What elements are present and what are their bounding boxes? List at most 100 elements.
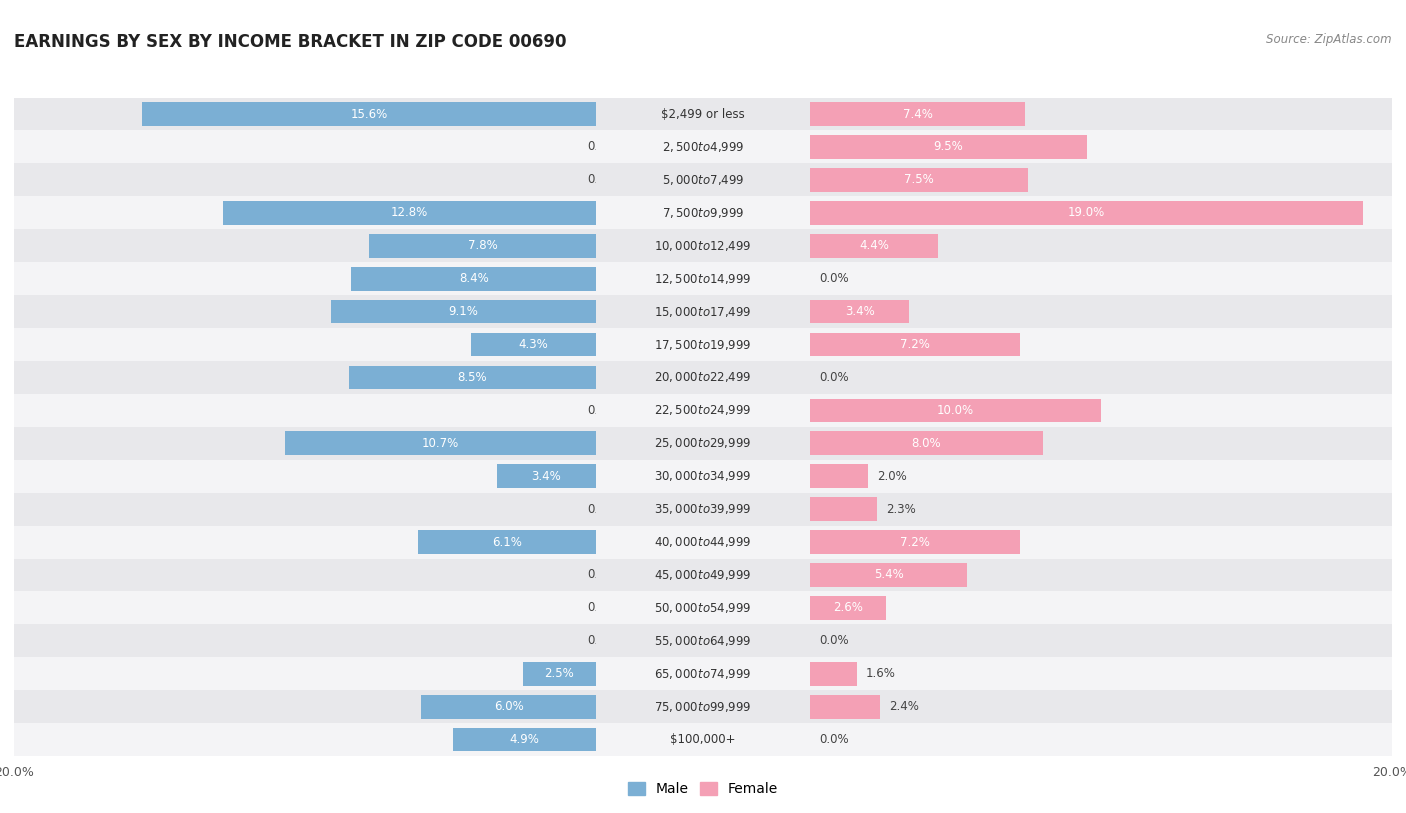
- Bar: [810, 398, 1101, 422]
- Text: $12,500 to $14,999: $12,500 to $14,999: [654, 272, 752, 285]
- Text: $2,500 to $4,999: $2,500 to $4,999: [662, 140, 744, 154]
- Bar: [596, 196, 810, 229]
- Bar: [596, 295, 810, 328]
- Bar: [810, 530, 1019, 554]
- Text: 1.6%: 1.6%: [866, 667, 896, 680]
- Bar: [596, 427, 810, 459]
- Text: 0.0%: 0.0%: [818, 634, 848, 647]
- Text: EARNINGS BY SEX BY INCOME BRACKET IN ZIP CODE 00690: EARNINGS BY SEX BY INCOME BRACKET IN ZIP…: [14, 33, 567, 50]
- Bar: [422, 695, 596, 719]
- Text: 0.0%: 0.0%: [588, 173, 617, 186]
- Text: 4.3%: 4.3%: [519, 338, 548, 351]
- Text: $15,000 to $17,499: $15,000 to $17,499: [654, 305, 752, 319]
- Text: 2.0%: 2.0%: [877, 470, 907, 483]
- Bar: [352, 267, 596, 290]
- Bar: [14, 361, 596, 393]
- Text: $55,000 to $64,999: $55,000 to $64,999: [654, 634, 752, 648]
- Bar: [284, 432, 596, 455]
- Bar: [810, 135, 1087, 159]
- Text: $10,000 to $12,499: $10,000 to $12,499: [654, 239, 752, 253]
- Bar: [332, 300, 596, 324]
- Bar: [14, 427, 596, 459]
- Bar: [810, 690, 1392, 724]
- Bar: [810, 328, 1392, 361]
- Bar: [810, 98, 1392, 130]
- Bar: [14, 328, 596, 361]
- Bar: [596, 493, 810, 525]
- Bar: [810, 393, 1392, 427]
- Text: 7.2%: 7.2%: [900, 536, 929, 549]
- Text: 15.6%: 15.6%: [350, 107, 388, 120]
- Text: 12.8%: 12.8%: [391, 207, 429, 220]
- Text: 8.5%: 8.5%: [457, 371, 486, 384]
- Bar: [810, 361, 1392, 393]
- Bar: [810, 498, 877, 521]
- Bar: [14, 295, 596, 328]
- Bar: [596, 229, 810, 262]
- Bar: [810, 559, 1392, 591]
- Bar: [368, 234, 596, 258]
- Text: 0.0%: 0.0%: [818, 272, 848, 285]
- Bar: [810, 300, 910, 324]
- Bar: [810, 333, 1019, 356]
- Text: 9.5%: 9.5%: [934, 141, 963, 154]
- Bar: [810, 563, 967, 587]
- Bar: [810, 596, 886, 620]
- Bar: [596, 690, 810, 724]
- Text: 0.0%: 0.0%: [588, 404, 617, 417]
- Bar: [14, 525, 596, 559]
- Text: $17,500 to $19,999: $17,500 to $19,999: [654, 337, 752, 351]
- Bar: [810, 168, 1028, 192]
- Bar: [810, 657, 1392, 690]
- Bar: [523, 662, 596, 685]
- Bar: [14, 559, 596, 591]
- Text: $75,000 to $99,999: $75,000 to $99,999: [654, 700, 752, 714]
- Bar: [14, 624, 596, 657]
- Text: 2.3%: 2.3%: [886, 502, 915, 515]
- Text: 2.6%: 2.6%: [832, 602, 863, 615]
- Bar: [596, 163, 810, 197]
- Bar: [596, 525, 810, 559]
- Text: Source: ZipAtlas.com: Source: ZipAtlas.com: [1267, 33, 1392, 46]
- Bar: [14, 690, 596, 724]
- Legend: Male, Female: Male, Female: [623, 777, 783, 802]
- Bar: [810, 662, 856, 685]
- Text: 2.4%: 2.4%: [889, 700, 918, 713]
- Text: $5,000 to $7,499: $5,000 to $7,499: [662, 173, 744, 187]
- Text: $7,500 to $9,999: $7,500 to $9,999: [662, 206, 744, 220]
- Text: 9.1%: 9.1%: [449, 305, 478, 318]
- Bar: [596, 262, 810, 295]
- Bar: [810, 130, 1392, 163]
- Bar: [810, 459, 1392, 493]
- Bar: [419, 530, 596, 554]
- Bar: [14, 591, 596, 624]
- Text: $50,000 to $54,999: $50,000 to $54,999: [654, 601, 752, 615]
- Bar: [14, 196, 596, 229]
- Bar: [596, 459, 810, 493]
- Bar: [810, 229, 1392, 262]
- Text: $30,000 to $34,999: $30,000 to $34,999: [654, 469, 752, 483]
- Text: 7.2%: 7.2%: [900, 338, 929, 351]
- Bar: [810, 427, 1392, 459]
- Text: 2.5%: 2.5%: [544, 667, 574, 680]
- Bar: [810, 234, 938, 258]
- Bar: [471, 333, 596, 356]
- Bar: [810, 201, 1362, 224]
- Bar: [142, 102, 596, 126]
- Bar: [810, 723, 1392, 756]
- Text: 10.7%: 10.7%: [422, 437, 458, 450]
- Text: $65,000 to $74,999: $65,000 to $74,999: [654, 667, 752, 680]
- Bar: [810, 295, 1392, 328]
- Text: 7.4%: 7.4%: [903, 107, 932, 120]
- Bar: [596, 723, 810, 756]
- Bar: [14, 229, 596, 262]
- Bar: [810, 624, 1392, 657]
- Text: 10.0%: 10.0%: [936, 404, 974, 417]
- Bar: [496, 464, 596, 488]
- Text: $20,000 to $22,499: $20,000 to $22,499: [654, 371, 752, 385]
- Text: 3.4%: 3.4%: [845, 305, 875, 318]
- Text: 7.8%: 7.8%: [468, 239, 498, 252]
- Bar: [14, 393, 596, 427]
- Text: 3.4%: 3.4%: [531, 470, 561, 483]
- Bar: [596, 657, 810, 690]
